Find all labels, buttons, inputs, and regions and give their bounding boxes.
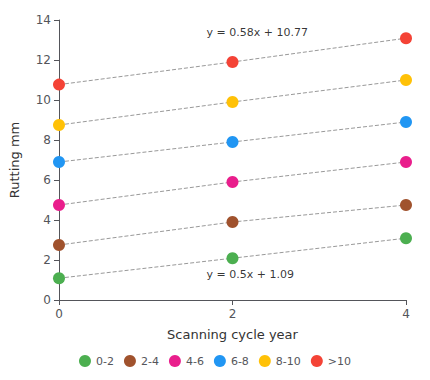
svg-text:10: 10 [36,93,51,107]
svg-text:0: 0 [55,307,63,321]
svg-text:8-10: 8-10 [276,355,301,368]
svg-text:4: 4 [402,307,410,321]
svg-text:4-6: 4-6 [186,355,204,368]
svg-text:Scanning cycle year: Scanning cycle year [167,327,298,342]
svg-text:y = 0.58x + 10.77: y = 0.58x + 10.77 [206,26,307,39]
svg-text:>10: >10 [328,355,351,368]
svg-text:y = 0.5x + 1.09: y = 0.5x + 1.09 [206,268,293,281]
svg-text:0-2: 0-2 [96,355,114,368]
svg-text:6: 6 [43,173,51,187]
svg-text:2-4: 2-4 [141,355,159,368]
svg-text:2: 2 [229,307,237,321]
svg-text:8: 8 [43,133,51,147]
svg-text:4: 4 [43,213,51,227]
svg-text:14: 14 [36,13,51,27]
svg-text:0: 0 [43,293,51,307]
svg-text:Rutting mm: Rutting mm [7,122,22,198]
svg-text:2: 2 [43,253,51,267]
svg-text:12: 12 [36,53,51,67]
svg-text:6-8: 6-8 [231,355,249,368]
